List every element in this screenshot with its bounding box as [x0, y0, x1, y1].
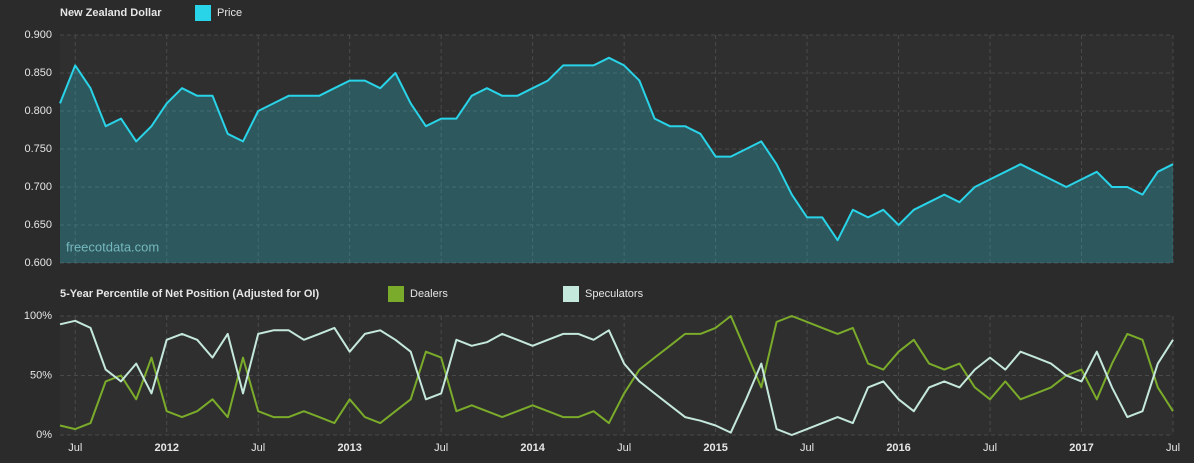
watermark: freecotdata.com	[66, 239, 159, 254]
x-tick-label: 2016	[886, 442, 910, 454]
series-line	[59, 319, 1174, 436]
y-tick-label: 0.650	[24, 219, 52, 231]
y-tick-label: 0.900	[24, 29, 52, 41]
y-tick-label: 0.600	[24, 257, 52, 269]
legend-label: Dealers	[410, 288, 448, 300]
x-tick-label: Jul	[800, 442, 814, 454]
x-tick-label: Jul	[983, 442, 997, 454]
series-line	[59, 56, 1174, 242]
x-tick-label: 2017	[1069, 442, 1093, 454]
chart-title: New Zealand Dollar	[60, 7, 162, 19]
y-tick-label: 100%	[24, 310, 52, 322]
legend-swatch	[388, 286, 404, 302]
y-tick-label: 0.800	[24, 105, 52, 117]
x-tick-label: 2015	[703, 442, 727, 454]
legend-label: Speculators	[585, 288, 644, 300]
legend-swatch	[563, 286, 579, 302]
series-line	[59, 315, 1174, 431]
x-tick-label: Jul	[68, 442, 82, 454]
y-tick-label: 0.700	[24, 181, 52, 193]
y-tick-label: 0.850	[24, 67, 52, 79]
y-tick-label: 0%	[36, 429, 52, 441]
legend-swatch	[195, 5, 211, 21]
y-tick-label: 0.750	[24, 143, 52, 155]
x-tick-label: Jul	[251, 442, 265, 454]
chart-title: 5-Year Percentile of Net Position (Adjus…	[60, 288, 319, 300]
x-tick-label: Jul	[434, 442, 448, 454]
x-tick-label: Jul	[1166, 442, 1180, 454]
legend-label: Price	[217, 7, 242, 19]
x-tick-label: 2012	[154, 442, 178, 454]
x-tick-label: Jul	[617, 442, 631, 454]
x-tick-label: 2014	[520, 442, 545, 454]
y-tick-label: 50%	[30, 369, 52, 381]
area-fill	[60, 57, 1173, 263]
x-tick-label: 2013	[337, 442, 361, 454]
